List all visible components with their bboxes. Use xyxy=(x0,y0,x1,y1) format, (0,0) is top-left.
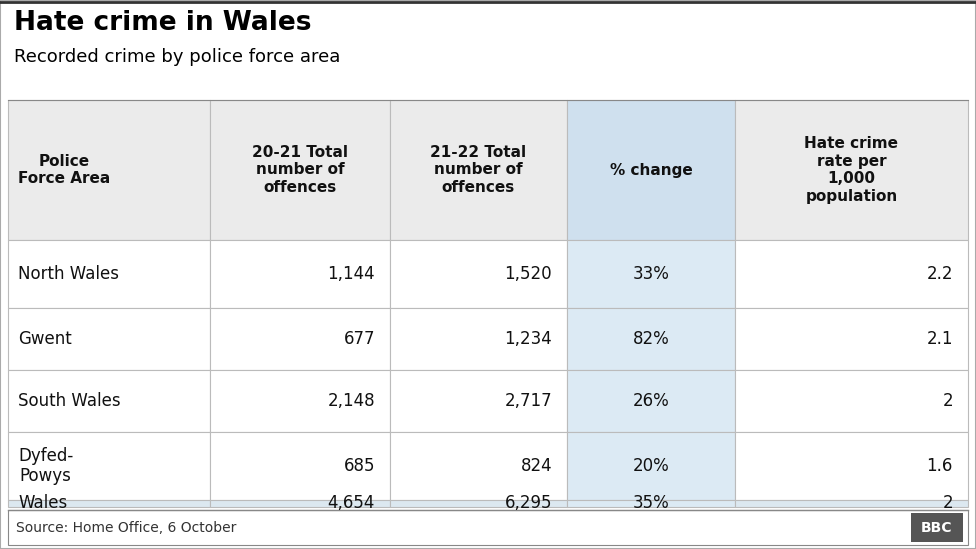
Bar xyxy=(735,308,968,370)
Text: 2,717: 2,717 xyxy=(505,392,552,410)
Text: 2,148: 2,148 xyxy=(327,392,375,410)
Bar xyxy=(210,240,390,308)
Text: 677: 677 xyxy=(344,330,375,348)
Text: 20%: 20% xyxy=(632,457,670,475)
Text: 2.2: 2.2 xyxy=(926,265,953,283)
Bar xyxy=(210,432,390,500)
Bar xyxy=(911,513,963,542)
Text: 82%: 82% xyxy=(632,330,670,348)
Text: Hate crime
rate per
1,000
population: Hate crime rate per 1,000 population xyxy=(804,136,899,204)
Text: Gwent: Gwent xyxy=(18,330,72,348)
Text: 26%: 26% xyxy=(632,392,670,410)
Text: % change: % change xyxy=(610,163,692,177)
Bar xyxy=(735,100,968,240)
Bar xyxy=(567,370,735,432)
Text: 2.1: 2.1 xyxy=(926,330,953,348)
Bar xyxy=(390,240,567,308)
Text: Source: Home Office, 6 October: Source: Home Office, 6 October xyxy=(16,520,236,535)
Bar xyxy=(735,370,968,432)
Bar xyxy=(735,500,968,507)
Bar xyxy=(390,370,567,432)
Text: 1.6: 1.6 xyxy=(926,457,953,475)
Text: Recorded crime by police force area: Recorded crime by police force area xyxy=(14,48,341,66)
Text: 35%: 35% xyxy=(632,495,670,513)
Bar xyxy=(8,240,210,308)
Text: 1,520: 1,520 xyxy=(505,265,552,283)
Bar xyxy=(567,308,735,370)
Text: South Wales: South Wales xyxy=(18,392,121,410)
Text: 4,654: 4,654 xyxy=(328,495,375,513)
Bar xyxy=(390,100,567,240)
Text: 2: 2 xyxy=(943,495,953,513)
Text: 2: 2 xyxy=(943,392,953,410)
Text: 1,234: 1,234 xyxy=(505,330,552,348)
Text: Police
Force Area: Police Force Area xyxy=(18,154,110,186)
Bar xyxy=(8,100,210,240)
Bar xyxy=(390,500,567,507)
Bar xyxy=(210,100,390,240)
Bar xyxy=(210,308,390,370)
Bar xyxy=(567,100,735,240)
Text: 21-22 Total
number of
offences: 21-22 Total number of offences xyxy=(430,145,527,195)
Bar xyxy=(8,308,210,370)
Bar xyxy=(8,500,210,507)
Bar xyxy=(8,370,210,432)
Bar xyxy=(8,510,968,545)
Text: Hate crime in Wales: Hate crime in Wales xyxy=(14,10,311,36)
Text: Dyfed-
Powys: Dyfed- Powys xyxy=(18,446,73,485)
Text: 1,144: 1,144 xyxy=(327,265,375,283)
Bar xyxy=(210,370,390,432)
Bar xyxy=(210,500,390,507)
Bar xyxy=(735,432,968,500)
Bar xyxy=(735,240,968,308)
Text: 685: 685 xyxy=(344,457,375,475)
Text: 33%: 33% xyxy=(632,265,670,283)
Bar xyxy=(567,240,735,308)
Text: 824: 824 xyxy=(520,457,552,475)
Bar xyxy=(8,432,210,500)
Bar xyxy=(567,500,735,507)
Text: 20-21 Total
number of
offences: 20-21 Total number of offences xyxy=(252,145,348,195)
Text: BBC: BBC xyxy=(921,520,953,535)
Bar xyxy=(567,432,735,500)
Bar xyxy=(390,432,567,500)
Text: North Wales: North Wales xyxy=(18,265,119,283)
Bar xyxy=(390,308,567,370)
Text: Wales: Wales xyxy=(18,495,67,513)
Text: 6,295: 6,295 xyxy=(505,495,552,513)
